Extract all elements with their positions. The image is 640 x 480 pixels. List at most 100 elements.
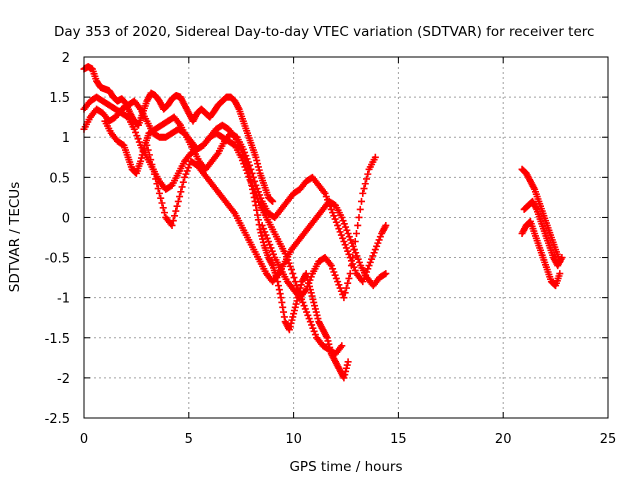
data-point: [336, 228, 344, 236]
y-tick-label: -2.5: [45, 412, 70, 427]
data-point: [308, 321, 316, 329]
data-point: [335, 225, 343, 233]
data-point: [253, 206, 261, 214]
data-point: [288, 316, 296, 324]
data-point: [254, 188, 262, 196]
data-point: [134, 135, 142, 143]
x-tick-label: 5: [185, 432, 193, 447]
data-point: [341, 371, 349, 379]
data-point: [138, 151, 146, 159]
data-point: [171, 212, 179, 220]
data-point: [139, 148, 147, 156]
data-point: [289, 313, 297, 321]
series-track-6: [258, 153, 379, 302]
data-point: [355, 213, 363, 221]
data-point: [347, 236, 355, 244]
data-point: [254, 163, 262, 171]
data-point: [181, 173, 189, 181]
data-point: [246, 161, 254, 169]
data-point: [153, 180, 161, 188]
series-track-7: [518, 165, 564, 266]
x-tick-label: 15: [390, 432, 407, 447]
grid-lines: [84, 57, 608, 418]
y-tick-label: 1.5: [49, 91, 70, 106]
data-point: [376, 233, 384, 241]
data-point: [342, 364, 350, 372]
data-point: [302, 270, 310, 278]
data-point: [286, 262, 294, 270]
data-point: [345, 274, 353, 282]
data-point: [257, 229, 265, 237]
data-point: [311, 331, 319, 339]
data-point: [324, 337, 332, 345]
data-point: [309, 295, 317, 303]
data-point: [239, 145, 247, 153]
data-point: [249, 173, 257, 181]
data-point: [293, 282, 301, 290]
x-tick-label: 0: [80, 432, 88, 447]
data-point: [253, 185, 261, 193]
data-point: [285, 259, 293, 267]
data-point: [252, 181, 260, 189]
data-point: [336, 284, 344, 292]
series-track-9: [520, 197, 566, 270]
data-point: [356, 205, 364, 213]
data-point: [300, 302, 308, 310]
data-point: [361, 180, 369, 188]
data-point: [329, 209, 337, 217]
data-point: [280, 308, 288, 316]
data-point: [266, 241, 274, 249]
data-point: [355, 258, 363, 266]
y-tick-label: 0.5: [49, 171, 70, 186]
data-point: [252, 201, 260, 209]
data-point: [304, 311, 312, 319]
data-point: [301, 305, 309, 313]
data-point: [341, 241, 349, 249]
series-track-5: [143, 141, 390, 290]
data-point: [341, 289, 349, 297]
data-point: [268, 247, 276, 255]
data-point: [241, 148, 249, 156]
data-point: [302, 286, 310, 294]
data-point: [325, 340, 333, 348]
data-point: [365, 262, 373, 270]
data-point: [287, 319, 295, 327]
data-point: [132, 128, 140, 136]
data-point: [249, 189, 257, 197]
data-point: [343, 361, 351, 369]
data-point: [269, 250, 277, 258]
data-point: [340, 220, 348, 228]
data-point: [259, 238, 267, 246]
data-point: [343, 226, 351, 234]
data-point: [358, 197, 366, 205]
y-tick-label: -1: [57, 292, 70, 307]
data-point: [264, 238, 272, 246]
data-point: [370, 249, 378, 257]
data-point: [249, 185, 257, 193]
data-point: [296, 284, 304, 292]
data-point: [174, 197, 182, 205]
data-point: [177, 188, 185, 196]
data-point: [371, 246, 379, 254]
data-point: [306, 318, 314, 326]
data-point: [354, 221, 362, 229]
data-point: [312, 308, 320, 316]
series-track-8: [518, 217, 564, 290]
data-point: [168, 221, 176, 229]
data-point: [251, 177, 259, 185]
data-point: [279, 303, 287, 311]
data-point: [338, 213, 346, 221]
data-point: [172, 207, 180, 215]
data-point: [307, 289, 315, 297]
y-tick-label: 1: [62, 131, 70, 146]
data-point: [297, 281, 305, 289]
data-point: [148, 160, 156, 168]
data-point: [340, 294, 348, 302]
data-point: [278, 298, 286, 306]
data-point: [353, 252, 361, 260]
data-point: [354, 255, 362, 263]
plot-frame: [83, 56, 609, 419]
data-point: [558, 254, 566, 262]
data-point: [326, 343, 334, 351]
